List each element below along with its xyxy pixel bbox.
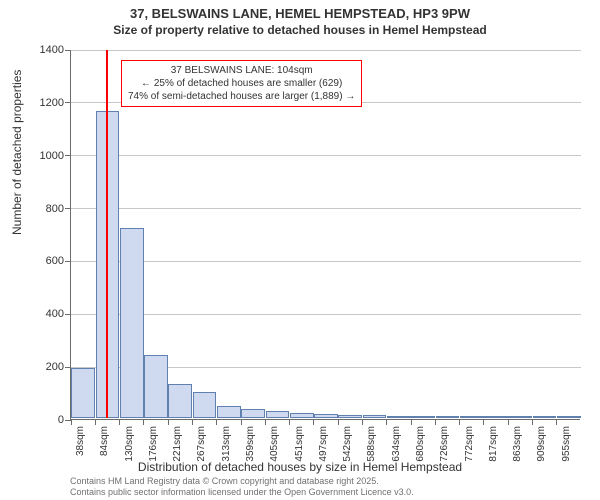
x-tick (289, 419, 290, 425)
y-tick (65, 208, 71, 209)
gridline (71, 314, 581, 315)
x-tick (265, 419, 266, 425)
histogram-bar (557, 416, 581, 418)
y-tick-label: 0 (24, 414, 64, 426)
y-tick-label: 400 (24, 308, 64, 320)
histogram-bar (241, 409, 265, 418)
x-tick (192, 419, 193, 425)
annotation-box: 37 BELSWAINS LANE: 104sqm← 25% of detach… (121, 60, 362, 107)
y-tick-label: 200 (24, 361, 64, 373)
histogram-bar (290, 413, 314, 418)
x-tick (411, 419, 412, 425)
footer-attribution: Contains HM Land Registry data © Crown c… (70, 476, 414, 498)
y-tick (65, 261, 71, 262)
y-tick (65, 155, 71, 156)
x-tick (71, 419, 72, 425)
y-tick (65, 367, 71, 368)
title-block: 37, BELSWAINS LANE, HEMEL HEMPSTEAD, HP3… (0, 0, 600, 37)
histogram-bar (387, 416, 411, 418)
chart-area: 020040060080010001200140038sqm84sqm130sq… (70, 50, 580, 420)
footer-line-1: Contains HM Land Registry data © Crown c… (70, 476, 414, 487)
x-tick (168, 419, 169, 425)
y-axis-label: Number of detached properties (10, 70, 24, 235)
histogram-bar (533, 416, 557, 418)
x-tick (143, 419, 144, 425)
y-tick-label: 1400 (24, 44, 64, 56)
x-tick (532, 419, 533, 425)
x-tick (386, 419, 387, 425)
histogram-bar (266, 411, 290, 418)
x-tick (216, 419, 217, 425)
histogram-bar (168, 384, 192, 418)
histogram-bar (120, 228, 144, 418)
gridline (71, 50, 581, 51)
plot-region: 020040060080010001200140038sqm84sqm130sq… (70, 50, 580, 420)
x-tick (556, 419, 557, 425)
histogram-bar (144, 355, 168, 418)
histogram-bar (484, 416, 508, 418)
y-tick (65, 314, 71, 315)
gridline (71, 261, 581, 262)
x-tick (313, 419, 314, 425)
x-tick (435, 419, 436, 425)
histogram-bar (314, 414, 338, 418)
x-tick (241, 419, 242, 425)
gridline (71, 208, 581, 209)
x-tick (119, 419, 120, 425)
histogram-bar (460, 416, 484, 418)
annotation-line: ← 25% of detached houses are smaller (62… (128, 77, 355, 90)
x-tick (483, 419, 484, 425)
x-tick (459, 419, 460, 425)
y-tick-label: 600 (24, 255, 64, 267)
histogram-bar (338, 415, 362, 418)
histogram-bar (411, 416, 435, 418)
histogram-bar (508, 416, 532, 418)
y-tick-label: 1000 (24, 150, 64, 162)
x-tick (508, 419, 509, 425)
y-tick (65, 50, 71, 51)
x-tick (95, 419, 96, 425)
gridline (71, 155, 581, 156)
title-main: 37, BELSWAINS LANE, HEMEL HEMPSTEAD, HP3… (0, 6, 600, 21)
footer-line-2: Contains public sector information licen… (70, 487, 414, 498)
histogram-bar (71, 368, 95, 418)
property-marker-line (106, 50, 108, 418)
histogram-bar (193, 392, 217, 418)
x-tick (338, 419, 339, 425)
y-tick-label: 1200 (24, 97, 64, 109)
annotation-line: 37 BELSWAINS LANE: 104sqm (128, 64, 355, 77)
x-axis-label: Distribution of detached houses by size … (0, 460, 600, 474)
annotation-line: 74% of semi-detached houses are larger (… (128, 90, 355, 103)
y-tick-label: 800 (24, 203, 64, 215)
histogram-bar (436, 416, 460, 418)
histogram-bar (217, 406, 241, 418)
histogram-bar (363, 415, 387, 418)
y-tick (65, 102, 71, 103)
x-tick (362, 419, 363, 425)
title-subtitle: Size of property relative to detached ho… (0, 23, 600, 37)
